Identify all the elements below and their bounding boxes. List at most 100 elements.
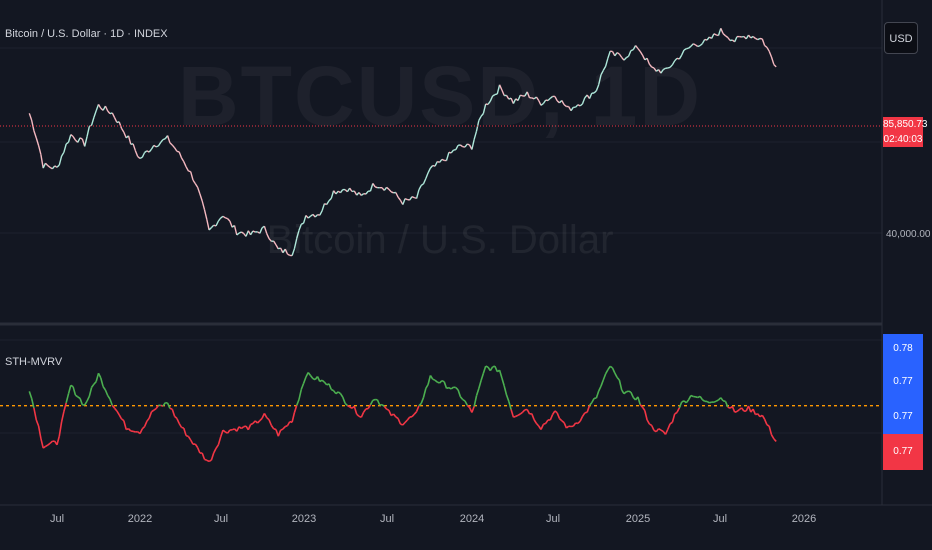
- sth-mvrv-segment: [709, 401, 712, 404]
- sth-mvrv-segment: [141, 426, 146, 430]
- sth-mvrv-segment: [353, 406, 358, 415]
- price-segment: [473, 131, 478, 140]
- sth-mvrv-segment: [316, 376, 321, 382]
- price-segment: [487, 100, 491, 105]
- price-segment: [717, 28, 722, 36]
- sth-mvrv-segment: [731, 406, 736, 413]
- price-segment: [307, 215, 311, 219]
- sth-mvrv-segment: [614, 372, 618, 378]
- sth-mvrv-segment: [358, 415, 362, 419]
- price-segment: [369, 183, 374, 192]
- price-segment: [199, 193, 203, 202]
- price-segment: [162, 138, 166, 141]
- price-segment: [213, 224, 217, 227]
- sth-mvrv-segment: [761, 414, 766, 420]
- sth-mvrv-segment: [104, 389, 109, 396]
- sth-mvrv-segment: [392, 413, 397, 418]
- sth-mvrv-segment: [747, 405, 752, 413]
- price-segment: [298, 223, 302, 231]
- time-axis-label: Jul: [379, 513, 395, 525]
- sth-mvrv-segment: [554, 410, 558, 414]
- sth-mvrv-segment: [40, 438, 44, 449]
- sth-mvrv-segment: [146, 417, 150, 422]
- sth-mvrv-segment: [586, 405, 591, 413]
- sth-mvrv-segment: [515, 414, 519, 418]
- sth-mvrv-segment: [492, 365, 496, 368]
- price-segment: [47, 165, 51, 168]
- sth-mvrv-series: [28, 365, 777, 463]
- price-segment: [157, 142, 162, 147]
- indicator-legend[interactable]: STH-MVRV: [5, 356, 63, 368]
- sth-mvrv-segment: [323, 381, 328, 386]
- price-segment: [722, 33, 726, 37]
- price-segment: [750, 35, 754, 39]
- sth-mvrv-segment: [609, 365, 613, 369]
- price-segment: [660, 69, 664, 74]
- sth-mvrv-segment: [321, 379, 325, 383]
- price-segment: [317, 214, 320, 216]
- sth-mvrv-segment: [473, 395, 478, 407]
- sth-mvrv-segment: [441, 379, 445, 383]
- price-segment: [701, 39, 706, 44]
- sth-mvrv-segment: [49, 440, 53, 444]
- price-segment: [623, 57, 627, 61]
- price-segment: [757, 37, 761, 41]
- sth-mvrv-segment: [763, 418, 768, 426]
- price-segment: [455, 144, 459, 151]
- sth-mvrv-segment: [422, 388, 427, 398]
- sth-mvrv-segment: [67, 385, 72, 395]
- sth-mvrv-segment: [531, 413, 535, 420]
- sth-mvrv-segment: [637, 396, 641, 405]
- sth-mvrv-segment: [494, 365, 499, 373]
- price-segment: [598, 74, 602, 85]
- sth-mvrv-segment: [671, 413, 676, 423]
- price-segment: [716, 34, 719, 37]
- sth-mvrv-segment: [153, 408, 157, 411]
- price-segment: [203, 209, 208, 220]
- symbol-info[interactable]: Bitcoin / U.S. Dollar · 1D · INDEX: [5, 28, 168, 40]
- price-segment: [695, 44, 699, 48]
- sth-mvrv-segment: [755, 413, 758, 416]
- price-segment: [58, 155, 63, 166]
- sth-mvrv-segment: [648, 423, 653, 427]
- indicator-tag-4: 0.77: [883, 434, 923, 470]
- price-segment: [339, 189, 344, 194]
- price-segment: [692, 43, 696, 46]
- price-segment: [273, 240, 277, 246]
- sth-mvrv-segment: [238, 426, 242, 430]
- price-segment: [310, 213, 314, 217]
- sth-mvrv-segment: [282, 426, 286, 430]
- price-segment: [139, 156, 143, 160]
- sth-mvrv-segment: [116, 410, 120, 416]
- sth-mvrv-segment: [181, 426, 185, 429]
- sth-mvrv-segment: [171, 409, 176, 417]
- sth-mvrv-segment: [47, 442, 51, 446]
- sth-mvrv-segment: [376, 399, 381, 406]
- sth-mvrv-segment: [367, 404, 372, 410]
- price-segment: [169, 142, 173, 146]
- price-segment: [233, 225, 238, 236]
- sth-mvrv-segment: [533, 419, 538, 424]
- price-segment: [266, 233, 270, 239]
- price-segment: [547, 97, 551, 102]
- sth-mvrv-segment: [687, 395, 692, 401]
- price-segment: [97, 104, 102, 109]
- price-segment: [107, 110, 111, 115]
- price-segment: [65, 141, 69, 145]
- currency-button[interactable]: USD: [884, 22, 918, 54]
- price-segment: [146, 150, 150, 153]
- price-segment: [180, 157, 185, 163]
- sth-mvrv-segment: [74, 394, 79, 398]
- price-segment: [28, 113, 33, 121]
- sth-mvrv-segment: [713, 400, 717, 403]
- price-segment: [49, 166, 53, 170]
- sth-mvrv-segment: [349, 406, 353, 409]
- price-segment: [217, 217, 222, 222]
- sth-mvrv-segment: [457, 389, 462, 397]
- sth-mvrv-segment: [616, 376, 621, 381]
- price-segment: [141, 152, 146, 158]
- sth-mvrv-segment: [226, 429, 231, 434]
- price-segment: [335, 190, 339, 195]
- price-segment: [319, 210, 323, 216]
- price-segment: [706, 36, 710, 41]
